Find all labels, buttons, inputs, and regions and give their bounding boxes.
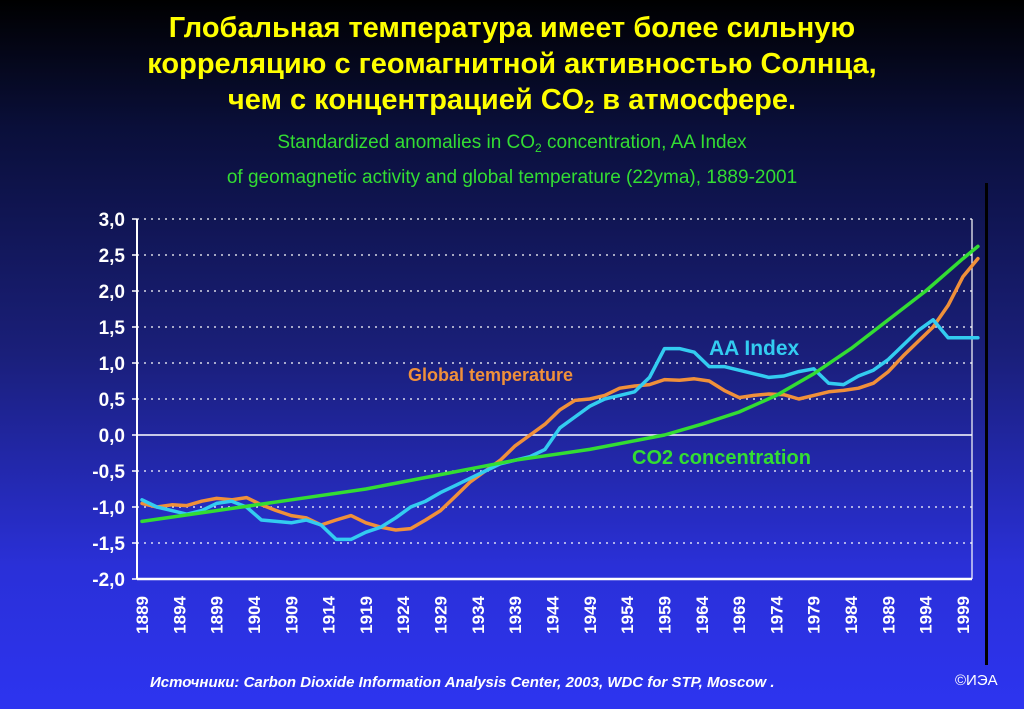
x-tick-label: 1904 — [245, 595, 264, 633]
series-line — [140, 256, 980, 532]
x-tick-label: 1899 — [208, 596, 227, 634]
x-tick-label: 1949 — [581, 596, 600, 634]
y-tick-label: 3,0 — [99, 210, 125, 231]
y-tick-label: 2,0 — [99, 282, 125, 303]
y-tick-label: 1,5 — [99, 318, 126, 339]
y-tick-label: 2,5 — [99, 246, 126, 267]
x-tick-label: 1989 — [879, 596, 898, 634]
series-line — [140, 244, 980, 524]
x-tick-label: 1984 — [842, 595, 861, 633]
copyright: ©ИЭА — [955, 672, 998, 689]
x-tick-label: 1969 — [730, 596, 749, 634]
series-line — [140, 318, 980, 542]
x-tick-label: 1964 — [693, 595, 712, 633]
series-label: AA Index — [709, 337, 800, 360]
x-tick-label: 1994 — [917, 595, 936, 633]
subtitle-line-2: of geomagnetic activity and global tempe… — [226, 167, 798, 188]
divider-line — [985, 183, 988, 665]
title-line-3: чем с концентрацией CO2 в атмосфере. — [227, 84, 797, 117]
x-tick-label: 1929 — [432, 596, 451, 634]
x-tick-label: 1914 — [320, 595, 339, 633]
title-line-2: корреляцию с геомагнитной активностью Со… — [147, 48, 877, 80]
x-tick-label: 1909 — [282, 596, 301, 634]
title-line-1: Глобальная температура имеет более сильн… — [168, 12, 856, 44]
y-tick-label: 1,0 — [99, 354, 125, 375]
x-tick-label: 1894 — [170, 595, 189, 633]
x-tick-label: 1939 — [506, 596, 525, 634]
x-tick-label: 1999 — [954, 596, 973, 634]
y-tick-label: -1,0 — [92, 498, 125, 519]
y-tick-label: -2,0 — [92, 570, 125, 591]
x-tick-label: 1954 — [618, 595, 637, 633]
series-label: CO2 concentration — [632, 447, 811, 469]
x-tick-label: 1889 — [133, 596, 152, 634]
y-tick-label: 0,5 — [99, 390, 126, 411]
x-tick-label: 1959 — [655, 596, 674, 634]
x-tick-label: 1974 — [767, 595, 786, 633]
y-tick-label: 0,0 — [99, 426, 125, 447]
y-tick-label: -0,5 — [92, 462, 125, 483]
x-tick-label: 1944 — [544, 595, 563, 633]
x-tick-label: 1934 — [469, 595, 488, 633]
subtitle-line-1: Standardized anomalies in CO2 concentrat… — [277, 132, 747, 155]
x-tick-label: 1919 — [357, 596, 376, 634]
x-tick-label: 1924 — [394, 595, 413, 633]
chart-subtitle: Standardized anomalies in CO2 concentrat… — [0, 128, 1024, 193]
source-note: Источники: Carbon Dioxide Information An… — [150, 674, 775, 691]
series-label: Global temperature — [408, 365, 573, 385]
y-tick-label: -1,5 — [92, 534, 125, 555]
x-tick-label: 1979 — [805, 596, 824, 634]
slide-title: Глобальная температура имеет более сильн… — [0, 10, 1024, 125]
